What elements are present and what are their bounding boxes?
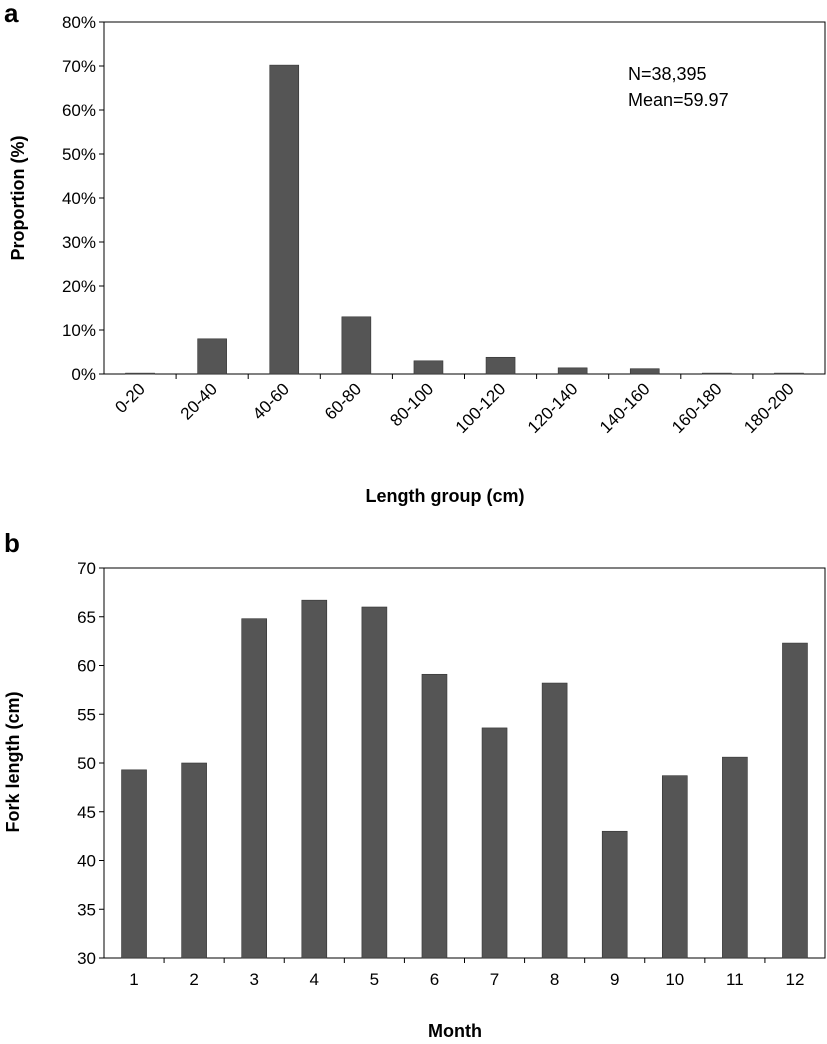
a-x-tick-label: 160-180	[668, 379, 726, 437]
a-y-tick-label: 60%	[62, 101, 96, 120]
panel-a-letter: a	[4, 0, 19, 28]
a-x-tick-label: 140-160	[596, 379, 654, 437]
a-bar-180-200	[774, 372, 804, 375]
panel-a-proportion-chart: a 0% 10% 20% 30% 40% 50% 60% 70% 80% 0-20 20-40 40…	[4, 0, 826, 506]
panel-a-x-axis-title: Length group (cm)	[366, 486, 525, 506]
b-bar-12	[782, 642, 808, 959]
b-y-tick-label: 60	[77, 657, 96, 676]
a-x-tick-label: 60-80	[321, 379, 365, 423]
a-y-tick-label: 20%	[62, 277, 96, 296]
b-x-tick-label: 2	[189, 970, 198, 989]
sample-size-annotation: N=38,395	[628, 64, 707, 84]
b-y-tick-label: 40	[77, 852, 96, 871]
a-y-tick-label: 10%	[62, 321, 96, 340]
a-bar-80-100	[413, 360, 444, 375]
b-x-tick-label: 5	[370, 970, 379, 989]
mean-annotation: Mean=59.97	[628, 90, 729, 110]
b-y-tick-label: 35	[77, 900, 96, 919]
a-bar-100-120	[485, 356, 516, 375]
b-x-tick-label: 11	[726, 970, 744, 989]
b-y-tick-label: 55	[77, 705, 96, 724]
a-y-tick-label: 30%	[62, 233, 96, 252]
a-y-tick-label: 0%	[71, 365, 96, 384]
a-x-tick-label: 20-40	[177, 379, 221, 423]
b-x-tick-label: 4	[310, 970, 319, 989]
b-x-tick-label: 12	[785, 970, 804, 989]
b-x-tick-label: 1	[129, 970, 138, 989]
a-bar-0-20	[125, 372, 155, 375]
b-bar-2	[181, 762, 207, 959]
a-bar-40-60	[269, 64, 300, 375]
panel-b-plot-frame	[103, 567, 826, 959]
b-y-tick-label: 45	[77, 803, 96, 822]
b-x-tick-label: 9	[610, 970, 619, 989]
a-x-tick-label: 180-200	[740, 379, 798, 437]
b-bar-8	[541, 682, 568, 959]
a-y-tick-label: 80%	[62, 13, 96, 32]
b-bar-11	[722, 756, 748, 959]
b-y-tick-label: 65	[77, 608, 96, 627]
b-bar-7	[481, 727, 508, 959]
a-x-tick-label: 120-140	[524, 379, 582, 437]
b-bar-3	[241, 618, 268, 959]
panel-b-y-axis-title: Fork length (cm)	[3, 691, 23, 832]
b-bar-5	[361, 606, 388, 959]
b-bar-9	[601, 830, 628, 959]
b-bar-1	[121, 769, 147, 959]
b-y-tick-label: 30	[77, 949, 96, 968]
a-y-tick-label: 70%	[62, 57, 96, 76]
a-bar-120-140	[557, 367, 588, 375]
b-y-tick-label: 70	[77, 559, 96, 578]
a-bar-140-160	[629, 368, 660, 375]
panel-b-letter: b	[4, 528, 20, 558]
b-x-tick-label: 10	[665, 970, 684, 989]
a-y-tick-label: 50%	[62, 145, 96, 164]
a-bar-20-40	[197, 338, 227, 375]
b-x-tick-label: 6	[430, 970, 439, 989]
a-x-tick-label: 40-60	[249, 379, 293, 423]
b-x-tick-label: 7	[490, 970, 499, 989]
b-y-tick-label: 50	[77, 754, 96, 773]
b-bar-10	[661, 775, 688, 959]
b-bar-6	[421, 673, 448, 959]
panel-a-y-axis-title: Proportion (%)	[8, 136, 28, 261]
b-bar-4	[301, 599, 328, 959]
b-x-tick-label: 8	[550, 970, 559, 989]
a-x-tick-label: 0-20	[111, 379, 148, 416]
a-bar-60-80	[341, 316, 372, 375]
a-y-tick-label: 40%	[62, 189, 96, 208]
a-bar-160-180	[702, 372, 732, 375]
b-x-tick-label: 3	[249, 970, 258, 989]
panel-a-plot-frame	[103, 21, 826, 375]
a-x-tick-label: 100-120	[452, 379, 510, 437]
a-x-tick-label: 80-100	[386, 379, 437, 430]
panel-b-x-axis-title: Month	[428, 1021, 482, 1041]
